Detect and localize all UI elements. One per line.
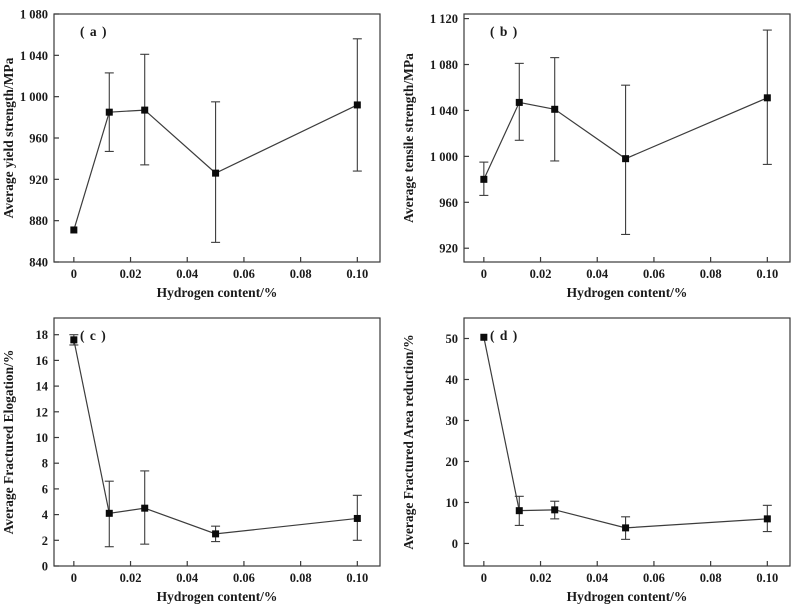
svg-text:Hydrogen content/%: Hydrogen content/% xyxy=(567,589,688,604)
svg-text:0.02: 0.02 xyxy=(120,267,142,281)
svg-text:1 000: 1 000 xyxy=(430,150,458,164)
svg-text:Hydrogen content/%: Hydrogen content/% xyxy=(157,589,278,604)
svg-text:Average tensile strength/MPa: Average tensile strength/MPa xyxy=(401,53,416,223)
chart-c-fractured-elongation: 0 0.02 0.04 0.06 0.08 0.10 0 2 4 6 8 10 12 14 16 18 ( c … xyxy=(1,317,381,604)
svg-text:0.02: 0.02 xyxy=(530,267,552,281)
svg-text:10: 10 xyxy=(36,431,49,445)
svg-text:0.10: 0.10 xyxy=(346,571,368,585)
svg-text:0.10: 0.10 xyxy=(756,571,778,585)
svg-text:880: 880 xyxy=(29,214,48,228)
svg-text:Average Fractured Area reducti: Average Fractured Area reduction/% xyxy=(401,334,416,549)
panel-b-tensile-strength: 0 0.02 0.04 0.06 0.08 0.10 920 960 1 000 1 040 1 0… xyxy=(400,0,800,304)
svg-text:0: 0 xyxy=(71,267,77,281)
svg-text:30: 30 xyxy=(446,414,459,428)
svg-text:0.04: 0.04 xyxy=(176,267,199,281)
svg-text:0.06: 0.06 xyxy=(233,267,255,281)
svg-text:6: 6 xyxy=(42,482,48,496)
svg-text:0.04: 0.04 xyxy=(176,571,199,585)
svg-text:( d ): ( d ) xyxy=(490,328,518,343)
svg-text:( b ): ( b ) xyxy=(490,24,518,39)
svg-text:0.06: 0.06 xyxy=(233,571,255,585)
svg-text:18: 18 xyxy=(36,328,49,342)
chart-a-yield-strength: 0 0.02 0.04 0.06 0.08 0.10 840 880 920 960 1 000 1 … xyxy=(1,8,381,300)
svg-text:10: 10 xyxy=(446,496,459,510)
svg-text:920: 920 xyxy=(439,242,458,256)
svg-text:920: 920 xyxy=(29,173,48,187)
svg-text:0.08: 0.08 xyxy=(700,267,722,281)
svg-text:0: 0 xyxy=(481,571,487,585)
svg-text:1 120: 1 120 xyxy=(430,12,458,26)
svg-text:( c ): ( c ) xyxy=(80,328,107,343)
svg-text:960: 960 xyxy=(29,132,48,146)
svg-text:0.04: 0.04 xyxy=(586,571,609,585)
svg-text:1 080: 1 080 xyxy=(20,8,48,22)
svg-text:0.08: 0.08 xyxy=(290,571,312,585)
svg-text:0.04: 0.04 xyxy=(586,267,609,281)
svg-text:960: 960 xyxy=(439,196,458,210)
svg-text:1 040: 1 040 xyxy=(430,104,458,118)
svg-text:0.06: 0.06 xyxy=(643,571,665,585)
svg-text:1 000: 1 000 xyxy=(20,90,48,104)
svg-text:14: 14 xyxy=(36,380,49,394)
svg-text:20: 20 xyxy=(446,455,459,469)
svg-text:0.02: 0.02 xyxy=(120,571,142,585)
chart-d-area-reduction: 0 0.02 0.04 0.06 0.08 0.10 0 10 20 30 40 50 ( d ) Hyd… xyxy=(401,317,791,604)
svg-text:0.08: 0.08 xyxy=(700,571,722,585)
svg-text:16: 16 xyxy=(36,354,49,368)
svg-text:0.10: 0.10 xyxy=(756,267,778,281)
svg-text:40: 40 xyxy=(446,373,459,387)
svg-text:0.06: 0.06 xyxy=(643,267,665,281)
svg-text:Hydrogen content/%: Hydrogen content/% xyxy=(157,285,278,300)
svg-text:0.02: 0.02 xyxy=(530,571,552,585)
svg-text:0: 0 xyxy=(42,560,48,574)
panel-a-yield-strength: 0 0.02 0.04 0.06 0.08 0.10 840 880 920 960 1 000 1 … xyxy=(0,0,400,304)
svg-text:Average yield strength/MPa: Average yield strength/MPa xyxy=(1,57,16,218)
svg-text:2: 2 xyxy=(42,534,48,548)
svg-text:Hydrogen content/%: Hydrogen content/% xyxy=(567,285,688,300)
svg-text:1 080: 1 080 xyxy=(430,58,458,72)
svg-text:50: 50 xyxy=(446,332,459,346)
svg-text:( a ): ( a ) xyxy=(80,24,108,39)
svg-text:4: 4 xyxy=(42,508,49,522)
svg-text:0.08: 0.08 xyxy=(290,267,312,281)
svg-text:0.10: 0.10 xyxy=(346,267,368,281)
svg-text:1 040: 1 040 xyxy=(20,49,48,63)
panel-d-area-reduction: 0 0.02 0.04 0.06 0.08 0.10 0 10 20 30 40 50 ( d ) Hyd… xyxy=(400,304,800,608)
chart-b-tensile-strength: 0 0.02 0.04 0.06 0.08 0.10 920 960 1 000 1 040 1 0… xyxy=(401,12,791,300)
svg-text:0: 0 xyxy=(71,571,77,585)
svg-text:840: 840 xyxy=(29,256,48,270)
svg-text:8: 8 xyxy=(42,457,48,471)
panel-c-fractured-elongation: 0 0.02 0.04 0.06 0.08 0.10 0 2 4 6 8 10 12 14 16 18 ( c … xyxy=(0,304,400,608)
svg-text:0: 0 xyxy=(452,537,458,551)
svg-text:0: 0 xyxy=(481,267,487,281)
svg-text:Average Fractured Elogation/%: Average Fractured Elogation/% xyxy=(1,350,16,535)
svg-text:12: 12 xyxy=(36,405,49,419)
